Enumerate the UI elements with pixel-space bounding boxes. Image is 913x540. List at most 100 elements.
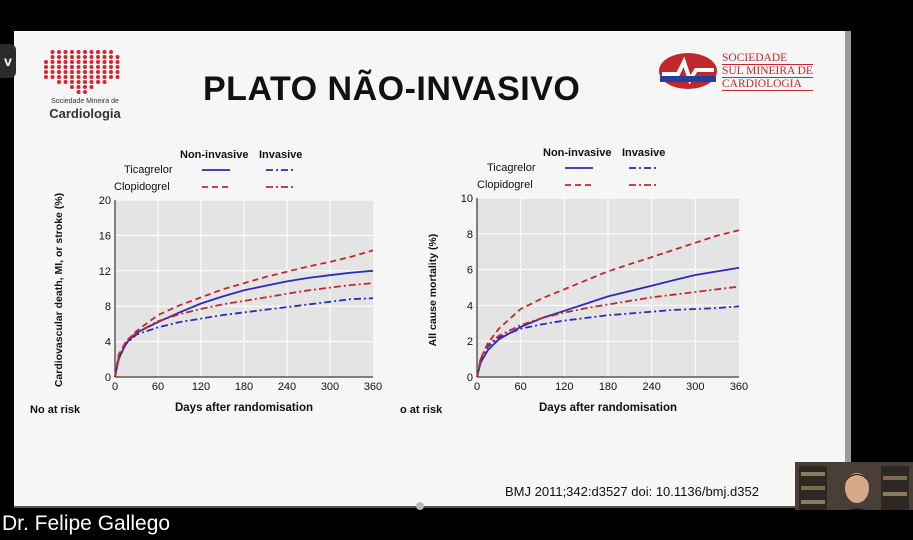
- legend-col-non-invasive: Non-invasive: [543, 147, 611, 159]
- heart-dot: [115, 65, 120, 69]
- x-tick-label: 240: [642, 381, 660, 393]
- x-tick-label: 120: [192, 381, 210, 393]
- y-tick-label: 10: [461, 193, 473, 205]
- x-tick-label: 240: [278, 381, 296, 393]
- x-tick-label: 0: [474, 381, 480, 393]
- heart-dot: [63, 70, 68, 74]
- logo-right-line-2: SUL MINEIRA DE: [722, 65, 813, 78]
- heart-dot: [76, 70, 81, 74]
- legend-row-clopidogrel: Clopidogrel: [114, 181, 170, 193]
- heart-dot: [115, 55, 120, 59]
- heart-dot: [50, 60, 55, 64]
- heart-dot: [96, 65, 100, 69]
- x-tick-label: 0: [112, 381, 118, 393]
- presenter-name: Dr. Felipe Gallego: [2, 512, 171, 535]
- heart-dot: [70, 65, 74, 69]
- heart-dot: [89, 85, 94, 89]
- heart-dot: [102, 75, 107, 79]
- heart-dot: [83, 70, 87, 74]
- heart-dot: [109, 70, 113, 74]
- heart-dot: [57, 65, 61, 69]
- heart-dot: [83, 85, 87, 89]
- heart-dot: [70, 85, 74, 89]
- heart-dot: [70, 70, 74, 74]
- heart-dot: [109, 60, 113, 64]
- logo-right-line-3: CARDIOLOGIA: [722, 78, 813, 91]
- heart-dot: [57, 50, 61, 54]
- ecg-emblem-icon: [659, 53, 717, 89]
- y-tick-label: 8: [105, 301, 111, 313]
- heart-dot: [89, 55, 94, 59]
- heart-dot: [57, 70, 61, 74]
- heart-dot: [83, 65, 87, 69]
- heart-dot: [50, 65, 55, 69]
- heart-dot: [115, 60, 120, 64]
- heart-dot: [102, 60, 107, 64]
- heart-dot: [76, 50, 81, 54]
- heart-dot: [76, 90, 81, 94]
- heart-logo-icon: [44, 50, 120, 94]
- y-tick-label: 12: [99, 266, 111, 278]
- heart-dot: [102, 50, 107, 54]
- heart-dot: [70, 55, 74, 59]
- legend-row-clopidogrel: Clopidogrel: [477, 179, 533, 191]
- heart-dot: [57, 75, 61, 79]
- series-line-2: [114, 297, 374, 378]
- x-tick-label: 60: [152, 381, 164, 393]
- heart-dot: [109, 55, 113, 59]
- heart-dot: [109, 75, 113, 79]
- heart-dot: [115, 70, 120, 74]
- x-tick-label: 180: [235, 381, 253, 393]
- y-tick-label: 0: [105, 372, 111, 384]
- series-line-1: [114, 249, 374, 378]
- heart-dot: [76, 85, 81, 89]
- heart-dot: [83, 60, 87, 64]
- heart-dot: [83, 90, 87, 94]
- y-tick-label: 6: [467, 265, 473, 277]
- heart-dot: [57, 55, 61, 59]
- heart-dot: [76, 80, 81, 84]
- y-tick-label: 4: [467, 300, 473, 312]
- side-panel-toggle[interactable]: v: [0, 44, 16, 78]
- heart-dot: [96, 75, 100, 79]
- heart-dot: [83, 50, 87, 54]
- no-at-risk-label: No at risk: [30, 404, 81, 416]
- y-tick-label: 8: [467, 229, 473, 241]
- heart-dot: [76, 55, 81, 59]
- heart-dot: [63, 55, 68, 59]
- heart-dot: [83, 75, 87, 79]
- logo-right-line-1: SOCIEDADE: [722, 52, 813, 65]
- series-line-1: [476, 229, 740, 378]
- heart-dot: [63, 60, 68, 64]
- heart-dot: [44, 60, 48, 64]
- heart-dot: [83, 80, 87, 84]
- citation: BMJ 2011;342:d3527 doi: 10.1136/bmj.d352: [505, 484, 759, 499]
- slide-title: PLATO NÃO-INVASIVO: [203, 70, 581, 108]
- video-scrub-bar[interactable]: [14, 506, 850, 508]
- x-tick-label: 180: [599, 381, 617, 393]
- x-axis-label: Days after randomisation: [175, 402, 313, 414]
- heart-dot: [57, 80, 61, 84]
- series-line-2: [476, 305, 740, 378]
- heart-dot: [89, 65, 94, 69]
- heart-dot: [96, 70, 100, 74]
- heart-dot: [50, 50, 55, 54]
- heart-dot: [50, 75, 55, 79]
- x-tick-label: 60: [515, 381, 527, 393]
- heart-dot: [102, 70, 107, 74]
- legend-row-ticagrelor: Ticagrelor: [487, 162, 536, 174]
- legend-col-non-invasive: Non-invasive: [180, 149, 248, 161]
- heart-dot: [76, 60, 81, 64]
- presenter-name-bar: Dr. Felipe Gallego: [0, 510, 913, 540]
- heart-dot: [96, 50, 100, 54]
- heart-dot: [89, 50, 94, 54]
- heart-dot: [70, 75, 74, 79]
- heart-dot: [102, 65, 107, 69]
- x-tick-label: 300: [686, 381, 704, 393]
- heart-dot: [89, 75, 94, 79]
- heart-dot: [109, 65, 113, 69]
- y-tick-label: 4: [105, 337, 111, 349]
- no-at-risk-label: o at risk: [400, 404, 443, 416]
- video-scrub-handle[interactable]: [416, 502, 424, 510]
- sociedade-sul-mineira-logo: SOCIEDADE SUL MINEIRA DE CARDIOLOGIA: [658, 52, 828, 92]
